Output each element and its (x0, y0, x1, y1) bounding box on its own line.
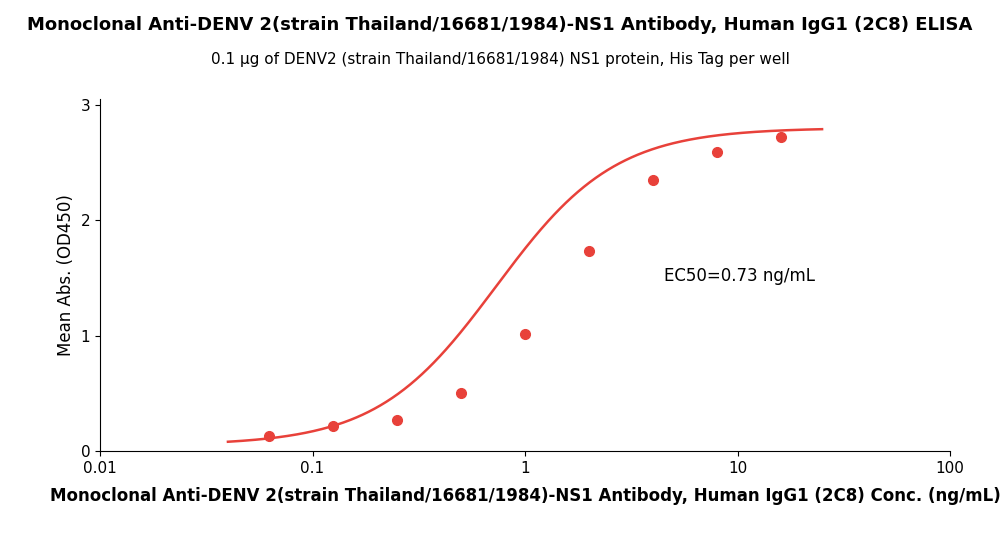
X-axis label: Monoclonal Anti-DENV 2(strain Thailand/16681/1984)-NS1 Antibody, Human IgG1 (2C8: Monoclonal Anti-DENV 2(strain Thailand/1… (50, 487, 1000, 505)
Text: 0.1 μg of DENV2 (strain Thailand/16681/1984) NS1 protein, His Tag per well: 0.1 μg of DENV2 (strain Thailand/16681/1… (211, 52, 789, 67)
Y-axis label: Mean Abs. (OD450): Mean Abs. (OD450) (57, 194, 75, 356)
Text: EC50=0.73 ng/mL: EC50=0.73 ng/mL (664, 267, 815, 284)
Text: Monoclonal Anti-DENV 2(strain Thailand/16681/1984)-NS1 Antibody, Human IgG1 (2C8: Monoclonal Anti-DENV 2(strain Thailand/1… (27, 16, 973, 35)
